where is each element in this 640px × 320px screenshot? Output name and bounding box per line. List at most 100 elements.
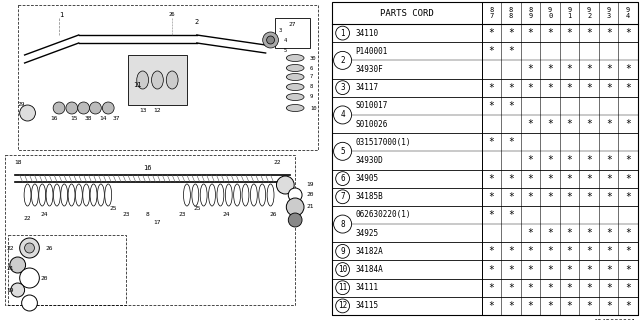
Text: 8: 8 <box>310 84 313 90</box>
Text: 20: 20 <box>306 193 314 197</box>
Text: 3: 3 <box>279 28 282 33</box>
Circle shape <box>262 32 278 48</box>
Circle shape <box>336 81 349 95</box>
Text: *: * <box>606 265 612 275</box>
Circle shape <box>53 102 65 114</box>
Text: *: * <box>567 119 573 129</box>
Text: 4: 4 <box>284 37 287 43</box>
Ellipse shape <box>68 184 75 206</box>
Text: 12: 12 <box>338 301 348 310</box>
Text: 1: 1 <box>340 28 345 37</box>
Text: 34930D: 34930D <box>356 156 383 165</box>
Circle shape <box>20 268 39 288</box>
Text: 8
8: 8 8 <box>509 6 513 20</box>
Text: 37: 37 <box>113 116 120 121</box>
Text: 11: 11 <box>134 82 142 88</box>
Text: *: * <box>547 83 553 93</box>
Circle shape <box>22 295 37 311</box>
Text: *: * <box>625 283 631 293</box>
Circle shape <box>20 105 35 121</box>
Text: *: * <box>606 173 612 184</box>
Text: *: * <box>625 156 631 165</box>
Circle shape <box>288 213 302 227</box>
Text: *: * <box>527 228 534 238</box>
Text: 8
7: 8 7 <box>490 6 493 20</box>
Text: *: * <box>586 119 592 129</box>
Ellipse shape <box>259 184 266 206</box>
Text: 3: 3 <box>340 83 345 92</box>
Ellipse shape <box>225 184 232 206</box>
Text: A345000061: A345000061 <box>593 319 636 320</box>
Text: 26: 26 <box>45 245 53 251</box>
Circle shape <box>336 26 349 40</box>
Text: *: * <box>527 28 534 38</box>
Text: *: * <box>547 28 553 38</box>
Circle shape <box>333 142 351 160</box>
Ellipse shape <box>286 105 304 111</box>
Text: 26: 26 <box>169 12 175 18</box>
Circle shape <box>336 263 349 276</box>
Text: 34182A: 34182A <box>356 247 383 256</box>
Circle shape <box>276 176 294 194</box>
Circle shape <box>24 243 35 253</box>
Text: *: * <box>488 28 495 38</box>
Circle shape <box>336 172 349 186</box>
Ellipse shape <box>234 184 241 206</box>
Text: *: * <box>488 83 495 93</box>
Text: *: * <box>488 101 495 111</box>
Text: 24: 24 <box>223 212 230 218</box>
Text: 21: 21 <box>6 266 13 270</box>
Ellipse shape <box>46 184 53 206</box>
Ellipse shape <box>286 65 304 71</box>
Text: 25: 25 <box>193 205 200 211</box>
Text: *: * <box>567 28 573 38</box>
Ellipse shape <box>31 184 38 206</box>
Text: *: * <box>488 283 495 293</box>
Ellipse shape <box>61 184 68 206</box>
Text: 14: 14 <box>100 116 107 121</box>
Text: *: * <box>508 101 514 111</box>
Text: 34184A: 34184A <box>356 265 383 274</box>
Text: 26: 26 <box>270 212 277 218</box>
Text: 2: 2 <box>340 56 345 65</box>
Ellipse shape <box>137 71 148 89</box>
Ellipse shape <box>152 71 163 89</box>
Text: *: * <box>547 228 553 238</box>
Text: *: * <box>586 83 592 93</box>
Text: 10: 10 <box>338 265 348 274</box>
Text: *: * <box>488 192 495 202</box>
Text: 15: 15 <box>70 116 77 121</box>
Text: *: * <box>606 119 612 129</box>
Ellipse shape <box>286 74 304 81</box>
Circle shape <box>288 188 302 202</box>
Text: 38: 38 <box>84 116 92 121</box>
Text: *: * <box>508 173 514 184</box>
Text: *: * <box>567 192 573 202</box>
Text: *: * <box>606 28 612 38</box>
Ellipse shape <box>90 184 97 206</box>
Ellipse shape <box>166 71 178 89</box>
Text: *: * <box>586 283 592 293</box>
Circle shape <box>66 102 77 114</box>
Text: 34117: 34117 <box>356 83 379 92</box>
Text: *: * <box>625 246 631 256</box>
Ellipse shape <box>286 84 304 91</box>
Text: *: * <box>586 64 592 75</box>
Text: *: * <box>527 156 534 165</box>
Text: *: * <box>567 246 573 256</box>
Text: 12: 12 <box>154 108 161 113</box>
Text: 6: 6 <box>310 66 313 70</box>
Text: *: * <box>488 46 495 56</box>
Text: 13: 13 <box>139 108 147 113</box>
Text: *: * <box>625 192 631 202</box>
Circle shape <box>336 299 349 313</box>
Text: 8
9: 8 9 <box>529 6 532 20</box>
Text: *: * <box>527 119 534 129</box>
Circle shape <box>90 102 101 114</box>
Text: *: * <box>606 283 612 293</box>
Text: *: * <box>527 64 534 75</box>
Ellipse shape <box>97 184 104 206</box>
Ellipse shape <box>217 184 224 206</box>
Ellipse shape <box>24 184 31 206</box>
Text: *: * <box>586 28 592 38</box>
